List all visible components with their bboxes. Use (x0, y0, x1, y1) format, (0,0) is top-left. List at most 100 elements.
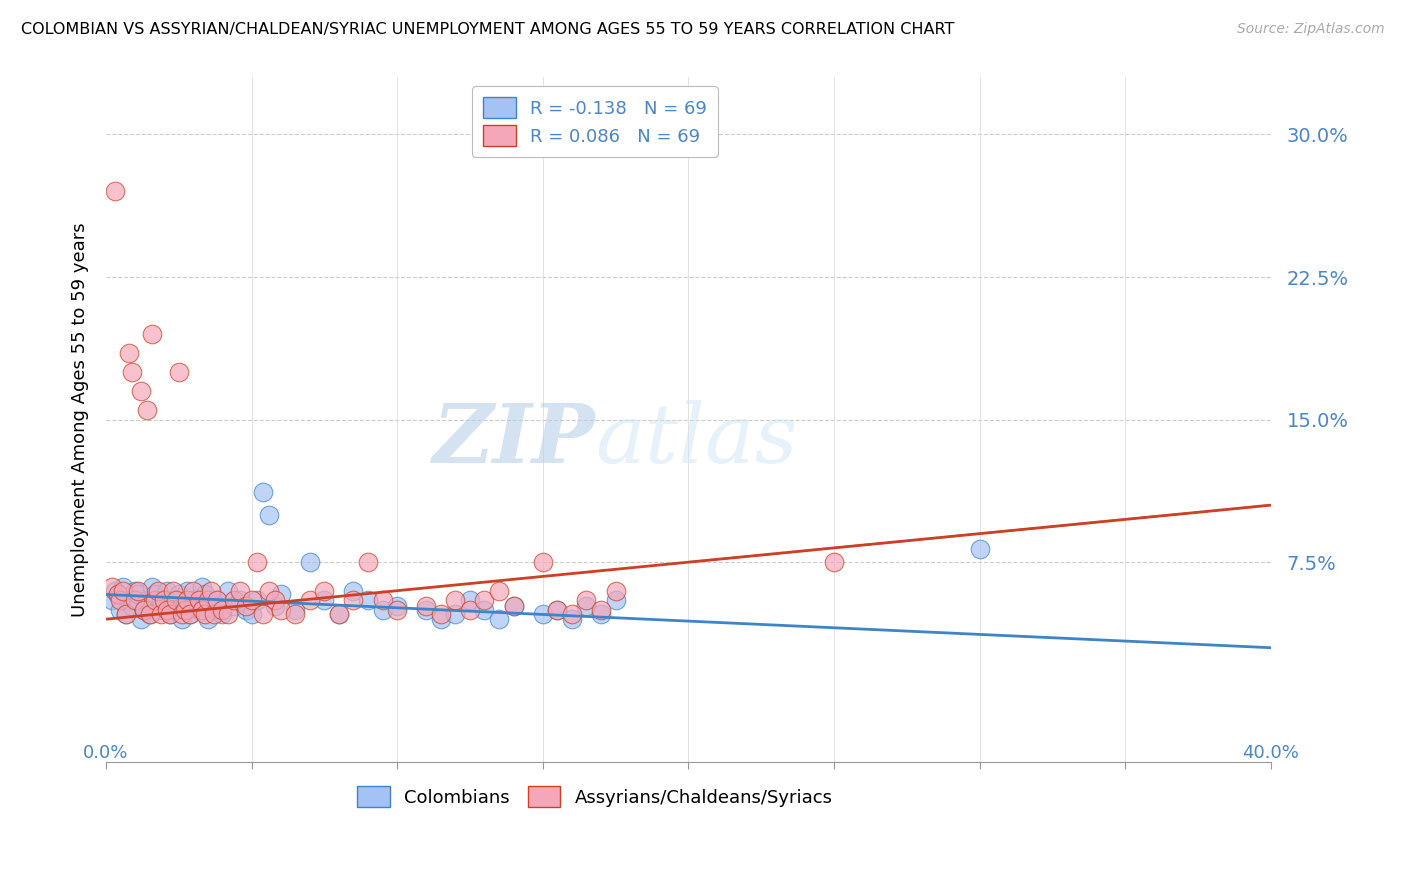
Text: 40.0%: 40.0% (1243, 744, 1299, 762)
Point (127, 587, 149, 601)
Point (217, 583, 239, 598)
Point (100, 580, 122, 594)
Point (575, 593, 598, 607)
Point (531, 607, 554, 621)
Point (246, 555, 269, 569)
Point (118, 346, 141, 360)
Point (181, 583, 204, 598)
Point (115, 607, 138, 621)
Point (173, 599, 195, 613)
Point (488, 612, 510, 626)
Point (458, 603, 481, 617)
Point (107, 587, 129, 601)
Point (229, 583, 252, 598)
Text: atlas: atlas (595, 401, 797, 480)
Point (284, 603, 307, 617)
Point (100, 593, 122, 607)
Point (188, 593, 211, 607)
Point (531, 555, 554, 569)
Point (415, 603, 437, 617)
Point (132, 603, 155, 617)
Point (314, 583, 336, 598)
Point (235, 599, 257, 613)
Point (284, 607, 307, 621)
Legend: Colombians, Assyrians/Chaldeans/Syriacs: Colombians, Assyrians/Chaldeans/Syriacs (350, 779, 841, 814)
Point (181, 593, 204, 607)
Point (222, 593, 245, 607)
Point (823, 555, 845, 569)
Point (124, 593, 146, 607)
Point (385, 599, 408, 613)
Point (211, 603, 233, 617)
Point (546, 603, 568, 617)
Point (246, 593, 269, 607)
Point (240, 607, 263, 621)
Point (170, 612, 193, 626)
Point (138, 607, 160, 621)
Point (110, 603, 132, 617)
Point (270, 603, 292, 617)
Point (589, 603, 612, 617)
Point (488, 583, 510, 598)
Point (252, 607, 274, 621)
Point (141, 327, 163, 342)
Point (104, 185, 127, 199)
Point (298, 555, 321, 569)
Point (270, 587, 292, 601)
Point (150, 607, 173, 621)
Point (202, 607, 225, 621)
Point (415, 599, 437, 613)
Text: COLOMBIAN VS ASSYRIAN/CHALDEAN/SYRIAC UNEMPLOYMENT AMONG AGES 55 TO 59 YEARS COR: COLOMBIAN VS ASSYRIAN/CHALDEAN/SYRIAC UN… (21, 22, 955, 37)
Point (240, 593, 263, 607)
Point (150, 593, 173, 607)
Point (605, 593, 627, 607)
Point (153, 599, 176, 613)
Point (115, 607, 138, 621)
Point (194, 607, 217, 621)
Point (132, 603, 155, 617)
Point (235, 603, 257, 617)
Point (148, 603, 170, 617)
Point (145, 587, 167, 601)
Point (263, 593, 285, 607)
Point (124, 583, 146, 598)
Text: Source: ZipAtlas.com: Source: ZipAtlas.com (1237, 22, 1385, 37)
Point (165, 603, 187, 617)
Point (129, 384, 152, 398)
Point (176, 593, 198, 607)
Point (385, 603, 408, 617)
Point (229, 593, 252, 607)
Point (110, 593, 132, 607)
Point (263, 599, 285, 613)
Point (162, 583, 184, 598)
Point (197, 593, 219, 607)
Point (179, 607, 201, 621)
Point (118, 593, 141, 607)
Point (371, 593, 394, 607)
Point (298, 593, 321, 607)
Point (165, 593, 187, 607)
Point (112, 580, 135, 594)
Text: ZIP: ZIP (433, 401, 595, 480)
Point (546, 603, 568, 617)
Point (502, 599, 524, 613)
Point (135, 403, 157, 417)
Point (502, 599, 524, 613)
Point (200, 583, 222, 598)
Point (176, 583, 198, 598)
Point (257, 508, 280, 522)
Point (191, 580, 214, 594)
Point (257, 583, 280, 598)
Point (194, 587, 217, 601)
Point (444, 593, 467, 607)
Point (342, 583, 364, 598)
Point (430, 612, 453, 626)
Point (605, 583, 627, 598)
Point (969, 541, 991, 556)
Point (575, 599, 598, 613)
Point (328, 607, 350, 621)
Point (127, 583, 149, 598)
Point (148, 583, 170, 598)
Point (328, 607, 350, 621)
Point (197, 612, 219, 626)
